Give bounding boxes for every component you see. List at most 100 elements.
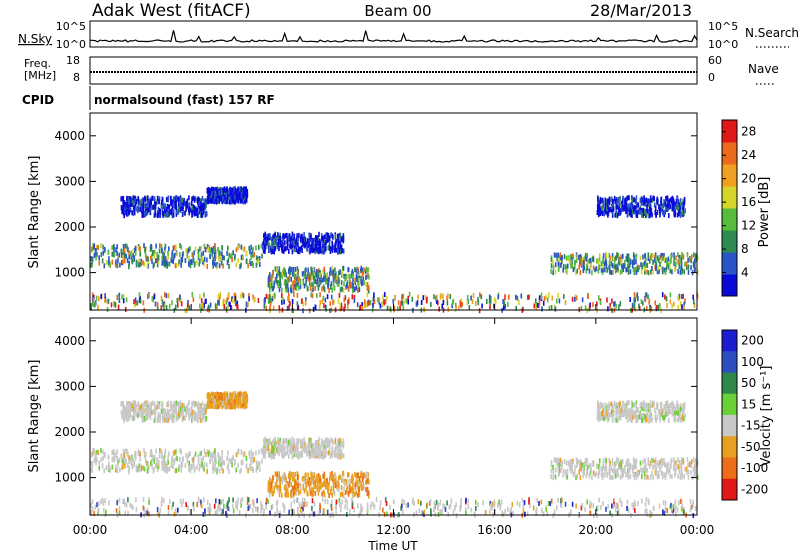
- data-cell: [267, 446, 270, 451]
- data-cell: [167, 293, 170, 299]
- data-cell: [274, 471, 277, 477]
- data-cell: [312, 270, 315, 276]
- data-cell: [353, 294, 356, 300]
- data-cell: [683, 301, 685, 307]
- data-cell: [611, 461, 614, 467]
- data-cell: [609, 269, 611, 275]
- data-cell: [595, 266, 598, 272]
- data-cell: [344, 275, 346, 281]
- data-cell: [650, 306, 653, 312]
- data-cell: [263, 298, 266, 304]
- data-cell: [187, 453, 189, 459]
- data-cell: [265, 444, 268, 450]
- data-cell: [325, 245, 327, 251]
- data-cell: [241, 291, 244, 297]
- data-cell: [286, 278, 289, 284]
- data-cell: [644, 263, 647, 269]
- data-cell: [369, 300, 372, 306]
- data-cell: [608, 457, 611, 463]
- data-cell: [317, 247, 320, 253]
- data-cell: [221, 251, 223, 257]
- data-cell: [128, 459, 130, 464]
- data-cell: [145, 409, 148, 415]
- data-cell: [192, 462, 195, 468]
- data-cell: [273, 236, 276, 242]
- data-cell: [352, 493, 354, 499]
- data-cell: [204, 407, 206, 413]
- data-cell: [212, 187, 215, 193]
- data-cell: [643, 266, 646, 271]
- data-cell: [289, 242, 292, 248]
- data-cell: [441, 303, 443, 309]
- data-cell: [425, 298, 428, 304]
- data-cell: [673, 457, 675, 463]
- data-cell: [678, 254, 681, 260]
- data-cell: [264, 436, 266, 442]
- data-cell: [153, 467, 155, 472]
- data-cell: [163, 257, 165, 263]
- data-cell: [273, 451, 276, 457]
- data-cell: [151, 253, 153, 259]
- data-cell: [222, 400, 224, 406]
- data-cell: [299, 237, 302, 242]
- data-cell: [575, 295, 578, 301]
- data-cell: [650, 252, 653, 258]
- data-cell: [245, 402, 248, 408]
- data-cell: [306, 443, 309, 449]
- data-cell: [605, 209, 608, 215]
- data-cell: [357, 485, 359, 491]
- data-cell: [535, 301, 538, 307]
- data-cell: [344, 489, 347, 495]
- data-cell: [104, 246, 106, 252]
- data-cell: [279, 485, 282, 491]
- data-cell: [274, 451, 277, 456]
- data-cell: [618, 257, 621, 263]
- data-cell: [279, 277, 281, 283]
- data-cell: [143, 243, 145, 249]
- data-cell: [571, 263, 573, 269]
- data-cell: [586, 263, 588, 269]
- data-cell: [604, 267, 606, 273]
- data-cell: [338, 440, 341, 446]
- data-cell: [191, 212, 194, 218]
- data-cell: [460, 302, 462, 308]
- data-cell: [252, 451, 254, 457]
- data-cell: [679, 207, 681, 213]
- data-cell: [267, 449, 270, 455]
- data-cell: [366, 282, 369, 287]
- data-cell: [95, 245, 98, 251]
- data-cell: [131, 464, 134, 470]
- data-cell: [211, 187, 214, 192]
- data-cell: [231, 462, 233, 468]
- data-cell: [166, 263, 168, 269]
- data-cell: [311, 293, 314, 299]
- data-cell: [97, 449, 99, 455]
- data-cell: [273, 280, 276, 286]
- data-cell: [203, 261, 205, 267]
- data-cell: [162, 251, 164, 257]
- data-cell: [618, 197, 620, 203]
- data-cell: [572, 254, 575, 260]
- data-cell: [649, 204, 651, 210]
- data-cell: [229, 186, 231, 192]
- data-cell: [153, 418, 156, 423]
- data-cell: [308, 232, 310, 238]
- data-cell: [127, 409, 129, 415]
- data-cell: [681, 210, 683, 215]
- data-cell: [308, 246, 311, 252]
- data-cell: [250, 449, 252, 455]
- data-cell: [588, 304, 591, 310]
- data-cell: [284, 475, 287, 480]
- data-cell: [312, 275, 315, 281]
- data-cell: [164, 303, 166, 309]
- data-cell: [558, 298, 561, 304]
- beam-title: Beam 00: [364, 2, 431, 20]
- data-cell: [103, 468, 106, 474]
- data-cell: [596, 258, 598, 264]
- data-cell: [682, 201, 684, 207]
- data-cell: [128, 250, 130, 256]
- data-cell: [691, 254, 693, 260]
- data-cell: [199, 411, 202, 417]
- data-cell: [334, 247, 337, 253]
- data-cell: [223, 187, 226, 193]
